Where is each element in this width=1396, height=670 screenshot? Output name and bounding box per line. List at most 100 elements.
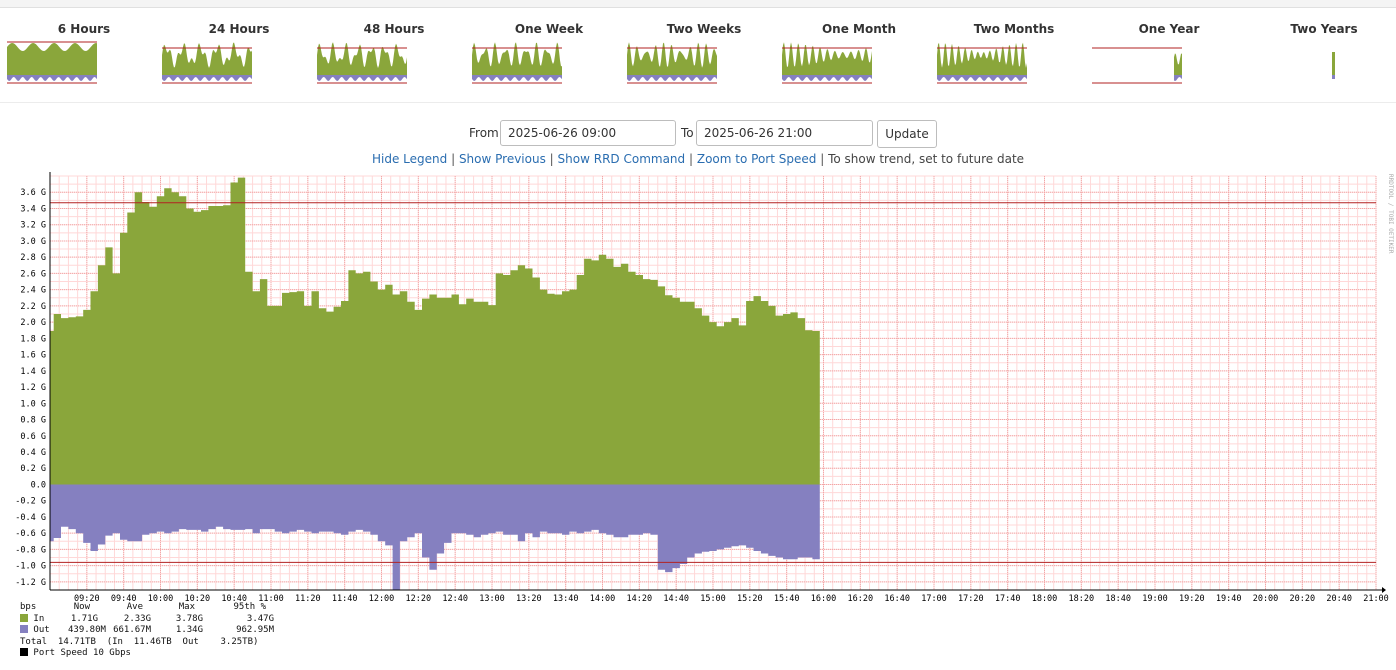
legend-swatch — [20, 613, 28, 622]
thumbnail-graph — [1332, 52, 1335, 79]
thumbnail-2y[interactable]: Two Years — [1247, 18, 1396, 92]
thumbnail-graph — [937, 42, 1027, 84]
thumbnail-out-area — [162, 75, 252, 81]
y-tick-label: 1.6 G — [20, 351, 46, 361]
x-tick-label: 11:00 — [258, 594, 284, 602]
x-tick-label: 10:40 — [221, 594, 247, 602]
thumbnail-1m[interactable]: One Month — [782, 18, 936, 92]
x-tick-label: 20:20 — [1290, 594, 1316, 602]
thumbnail-title: Two Months — [973, 22, 1055, 36]
y-tick-label: 0.4 G — [20, 448, 46, 458]
y-tick-label: 1.4 G — [20, 367, 46, 377]
legend-header: Max — [178, 602, 195, 612]
zoom-to-port-speed-link[interactable]: Zoom to Port Speed — [696, 152, 817, 166]
thumbnail-graph — [1092, 47, 1182, 84]
x-tick-label: 13:00 — [479, 594, 505, 602]
thumbnail-1y[interactable]: One Year — [1092, 18, 1246, 92]
thumbnail-out-area — [472, 75, 562, 81]
legend-header-row: bps Now Ave Max 95th % — [20, 602, 274, 614]
thumbnail-title: 48 Hours — [363, 22, 425, 36]
thumbnail-out-area — [627, 75, 717, 81]
x-tick-label: 14:20 — [627, 594, 653, 602]
thumbnail-6h[interactable]: 6 Hours — [7, 18, 161, 92]
thumbnail-title: 6 Hours — [57, 22, 111, 36]
y-tick-label: 0.2 G — [20, 464, 46, 474]
thumbnail-title: One Week — [514, 22, 584, 36]
trend-note: To show trend, set to future date — [828, 152, 1025, 166]
thumbnail-in-area — [7, 43, 97, 75]
y-tick-label: 3.6 G — [20, 188, 46, 198]
x-tick-label: 19:20 — [1179, 594, 1205, 602]
y-tick-label: 3.0 G — [20, 237, 46, 247]
y-tick-label: 0.8 G — [20, 416, 46, 426]
show-previous-link[interactable]: Show Previous — [458, 152, 546, 166]
thumbnail-2m[interactable]: Two Months — [937, 18, 1091, 92]
legend-value: 2.33G — [123, 613, 151, 624]
x-tick-label: 11:40 — [332, 594, 358, 602]
thumbnail-24h[interactable]: 24 Hours — [162, 18, 316, 92]
x-tick-label: 13:20 — [516, 594, 542, 602]
thumbnail-graph — [162, 42, 252, 84]
y-tick-label: 0.6 G — [20, 432, 46, 442]
hide-legend-link[interactable]: Hide Legend — [371, 152, 448, 166]
update-button[interactable]: Update — [877, 120, 937, 148]
separator: | — [688, 152, 694, 166]
thumbnail-title: One Year — [1138, 22, 1200, 36]
x-tick-label: 18:40 — [1105, 594, 1131, 602]
y-tick-label: 3.4 G — [20, 204, 46, 214]
thumbnail-48h[interactable]: 48 Hours — [317, 18, 471, 92]
x-tick-label: 10:00 — [148, 594, 174, 602]
x-tick-label: 18:20 — [1069, 594, 1095, 602]
thumbnail-2w[interactable]: Two Weeks — [627, 18, 781, 92]
x-tick-label: 10:20 — [185, 594, 211, 602]
legend-header: Ave — [126, 602, 143, 612]
x-tick-label: 14:00 — [590, 594, 616, 602]
legend-value: 3.78G — [175, 613, 203, 624]
thumbnail-out-area — [937, 75, 1027, 81]
x-tick-label: 19:00 — [1142, 594, 1168, 602]
thumbnail-title: Two Years — [1290, 22, 1358, 36]
legend-value: 3.47G — [246, 613, 274, 624]
x-tick-label: 12:40 — [442, 594, 468, 602]
thumbnail-in-area — [472, 42, 562, 75]
y-tick-label: 2.0 G — [20, 318, 46, 328]
x-tick-label: 15:40 — [774, 594, 800, 602]
x-tick-label: 19:40 — [1216, 594, 1242, 602]
traffic-chart: -1.2 G -1.0 G -0.8 G -0.6 G -0.4 G -0.2 G 0.0 0… — [15, 172, 1394, 602]
separator: | — [820, 152, 825, 166]
legend-value: 962.95M — [236, 625, 274, 636]
rrdtool-watermark: RRDTOOL / TOBI OETIKER — [1387, 174, 1394, 254]
show-rrd-command-link[interactable]: Show RRD Command — [557, 152, 686, 166]
legend-value: 1.34G — [175, 625, 203, 636]
x-tick-label: 14:40 — [663, 594, 689, 602]
legend-value: 439.80M — [68, 625, 106, 636]
x-tick-label: 17:00 — [921, 594, 947, 602]
thumbnail-out-area — [7, 75, 97, 81]
separator: | — [451, 152, 456, 166]
y-tick-label: -0.2 G — [15, 497, 46, 507]
y-tick-label: 1.8 G — [20, 334, 46, 344]
x-tick-label: 16:20 — [848, 594, 874, 602]
y-tick-label: -0.6 G — [15, 529, 46, 539]
thumbnail-graph — [782, 42, 872, 84]
thumbnail-title: Two Weeks — [666, 22, 742, 36]
y-tick-label: 1.2 G — [20, 383, 46, 393]
x-tick-label: 20:40 — [1326, 594, 1352, 602]
x-tick-label: 17:40 — [995, 594, 1021, 602]
to-input[interactable] — [696, 120, 873, 146]
y-tick-label: -0.4 G — [15, 513, 46, 523]
separator: | — [549, 152, 554, 166]
x-tick-label: 17:20 — [958, 594, 984, 602]
from-input[interactable] — [500, 120, 676, 146]
y-tick-label: -0.8 G — [15, 545, 46, 555]
x-tick-label: 15:20 — [737, 594, 763, 602]
thumbnail-in-area — [1332, 52, 1335, 75]
legend-value: 1.71G — [70, 613, 98, 624]
from-label: From — [469, 126, 499, 140]
thumbnail-out-area — [1174, 75, 1182, 81]
thumbnail-1w[interactable]: One Week — [472, 18, 626, 92]
y-tick-label: 2.6 G — [20, 269, 46, 279]
legend-port-speed-row: Port Speed 10 Gbps — [20, 648, 274, 660]
x-tick-label: 13:40 — [553, 594, 579, 602]
thumbnail-strip: 6 Hours 24 Hours 48 Hours One Week Two Weeks… — [0, 18, 1396, 92]
